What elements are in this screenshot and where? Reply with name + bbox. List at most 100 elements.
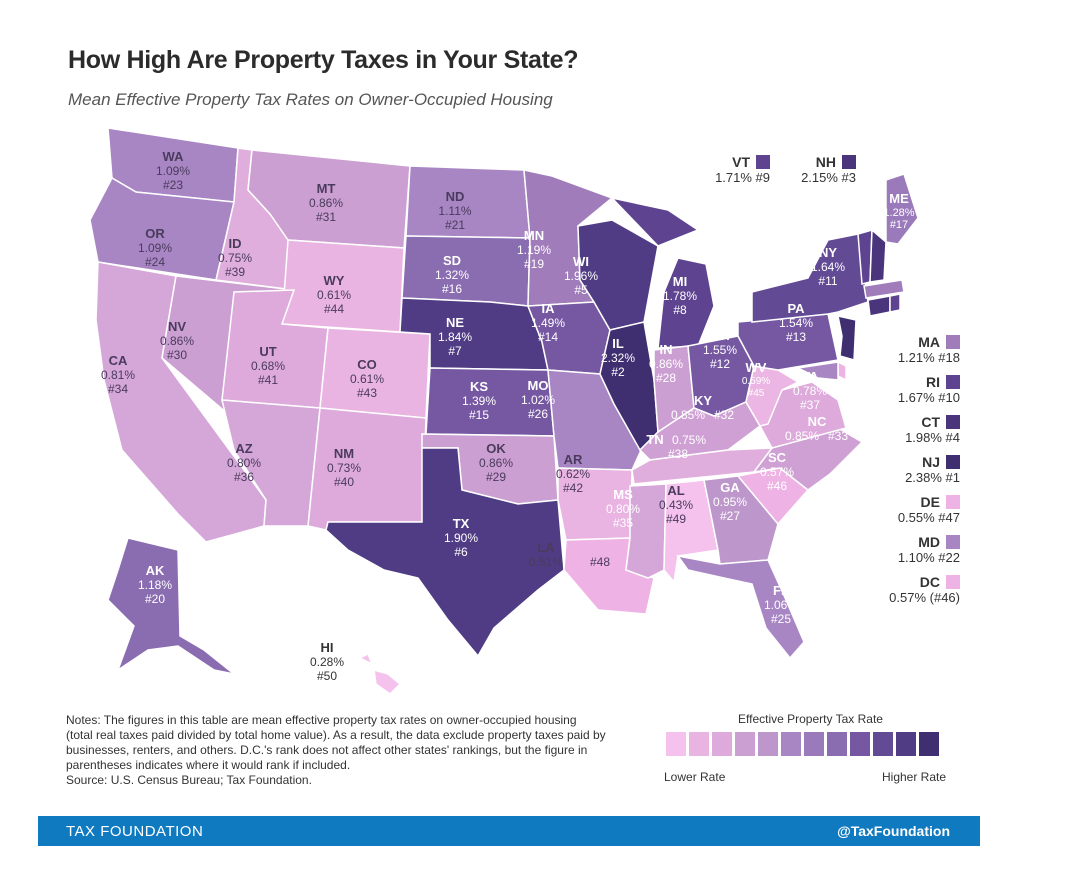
color-swatch bbox=[946, 335, 960, 349]
callout-value: 1.67% #10 bbox=[897, 390, 960, 405]
state-rank: #48 bbox=[590, 555, 610, 569]
label-AR: AR 0.62% #42 bbox=[556, 452, 590, 495]
label-OK: OK 0.86% #29 bbox=[479, 441, 513, 484]
color-swatch bbox=[756, 155, 770, 169]
notes-block: Notes: The figures in this table are mea… bbox=[66, 713, 606, 788]
callout-abbr: DC bbox=[919, 574, 940, 590]
state-rate: 1.39% bbox=[462, 394, 496, 408]
state-rate: 1.55% bbox=[703, 343, 737, 357]
state-RI bbox=[889, 293, 901, 313]
state-abbr: MN bbox=[524, 228, 544, 243]
label-IN: IN 0.86% #28 bbox=[649, 342, 683, 385]
label-IL: IL 2.32% #2 bbox=[601, 336, 635, 379]
state-labels: WA 1.09% #23 OR 1.09% #24 CA 0.81% #34 I… bbox=[101, 149, 915, 683]
state-rank: #31 bbox=[316, 210, 336, 224]
state-abbr: WV bbox=[746, 360, 767, 375]
state-abbr: OR bbox=[145, 226, 165, 241]
state-abbr: NE bbox=[446, 315, 464, 330]
state-abbr: MT bbox=[317, 181, 336, 196]
state-abbr: AK bbox=[146, 563, 165, 578]
state-rate: 0.61% bbox=[317, 288, 351, 302]
state-rank: #27 bbox=[720, 509, 740, 523]
state-abbr: NM bbox=[334, 446, 354, 461]
state-rank: #14 bbox=[538, 330, 558, 344]
state-abbr: NY bbox=[819, 245, 837, 260]
callout-nj: NJ 2.38% #1 bbox=[886, 454, 960, 485]
state-rate: 0.85% bbox=[785, 429, 819, 443]
state-rank: #42 bbox=[563, 481, 583, 495]
state-rate: 0.86% bbox=[160, 334, 194, 348]
state-rate: 0.75% bbox=[218, 251, 252, 265]
state-rate: 1.96% bbox=[564, 269, 598, 283]
label-SC: SC 0.57% #46 bbox=[760, 450, 794, 493]
state-rank: #15 bbox=[469, 408, 489, 422]
state-rate: 1.09% bbox=[138, 241, 172, 255]
state-ND bbox=[405, 165, 531, 239]
color-swatch bbox=[946, 375, 960, 389]
state-rate: 0.57% bbox=[760, 465, 794, 479]
state-abbr: IA bbox=[542, 301, 556, 316]
callout-de: DE 0.55% #47 bbox=[886, 494, 960, 525]
state-abbr: GA bbox=[720, 480, 740, 495]
label-LA: LA 0.51% #48 bbox=[529, 540, 610, 569]
state-rank: #8 bbox=[673, 303, 687, 317]
callout-abbr: VT bbox=[732, 154, 750, 170]
state-rank: #44 bbox=[324, 302, 344, 316]
state-rank: #41 bbox=[258, 373, 278, 387]
state-rate: 0.80% bbox=[227, 456, 261, 470]
footer-handle: @TaxFoundation bbox=[837, 823, 950, 839]
label-KS: KS 1.39% #15 bbox=[462, 379, 496, 422]
callout-value: 0.57% (#46) bbox=[889, 590, 960, 605]
legend-swatch bbox=[827, 732, 847, 756]
state-rank: #12 bbox=[710, 357, 730, 371]
legend-swatch bbox=[804, 732, 824, 756]
state-rate: 1.18% bbox=[138, 578, 172, 592]
state-abbr: HI bbox=[321, 640, 334, 655]
callout-abbr: MD bbox=[918, 534, 940, 550]
state-rate: 0.43% bbox=[659, 498, 693, 512]
state-TX bbox=[325, 447, 565, 658]
callout-dc: DC 0.57% (#46) bbox=[876, 574, 960, 605]
label-KY: KY 0.85% #32 bbox=[671, 393, 734, 422]
color-swatch bbox=[842, 155, 856, 169]
state-abbr: ME bbox=[889, 191, 909, 206]
state-rate: 1.54% bbox=[779, 316, 813, 330]
state-rank: #34 bbox=[108, 382, 128, 396]
state-rank: #36 bbox=[234, 470, 254, 484]
callout-abbr: MA bbox=[918, 334, 940, 350]
state-rank: #32 bbox=[714, 408, 734, 422]
label-TX: TX 1.90% #6 bbox=[444, 516, 478, 559]
color-swatch bbox=[946, 535, 960, 549]
label-NC: NC 0.85% #33 bbox=[785, 414, 848, 443]
callout-ct: CT 1.98% #4 bbox=[886, 414, 960, 445]
callout-value: 2.15% #3 bbox=[801, 170, 856, 185]
state-FL bbox=[676, 554, 805, 660]
state-rate: 0.75% bbox=[672, 433, 706, 447]
callout-ri: RI 1.67% #10 bbox=[886, 374, 960, 405]
state-rank: #40 bbox=[334, 475, 354, 489]
source-text: Source: U.S. Census Bureau; Tax Foundati… bbox=[66, 773, 312, 787]
label-MO: MO 1.02% #26 bbox=[521, 378, 555, 421]
state-rate: 0.86% bbox=[309, 196, 343, 210]
label-MN: MN 1.19% #19 bbox=[517, 228, 551, 271]
us-choropleth-map: WA 1.09% #23 OR 1.09% #24 CA 0.81% #34 I… bbox=[89, 127, 919, 695]
label-TN: TN 0.75% #38 bbox=[646, 432, 706, 461]
label-AK: AK 1.18% #20 bbox=[138, 563, 172, 606]
state-rate: 1.11% bbox=[438, 204, 471, 218]
state-abbr: AR bbox=[564, 452, 583, 467]
state-NY bbox=[751, 233, 869, 323]
label-ND: ND 1.11% #21 bbox=[438, 189, 471, 232]
label-WA: WA 1.09% #23 bbox=[156, 149, 190, 192]
callout-value: 1.10% #22 bbox=[897, 550, 960, 565]
state-rate: 1.06% bbox=[764, 598, 798, 612]
callout-value: 1.98% #4 bbox=[905, 430, 960, 445]
state-rate: 1.09% bbox=[156, 164, 190, 178]
infographic: WA 1.09% #23 OR 1.09% #24 CA 0.81% #34 I… bbox=[38, 30, 980, 846]
state-rank: #20 bbox=[145, 592, 165, 606]
state-shapes bbox=[89, 127, 919, 695]
state-rate: 1.28% bbox=[883, 207, 914, 219]
label-MS: MS 0.80% #35 bbox=[606, 487, 640, 530]
state-rate: 1.32% bbox=[435, 268, 469, 282]
legend-swatch bbox=[873, 732, 893, 756]
state-NH bbox=[869, 228, 887, 283]
